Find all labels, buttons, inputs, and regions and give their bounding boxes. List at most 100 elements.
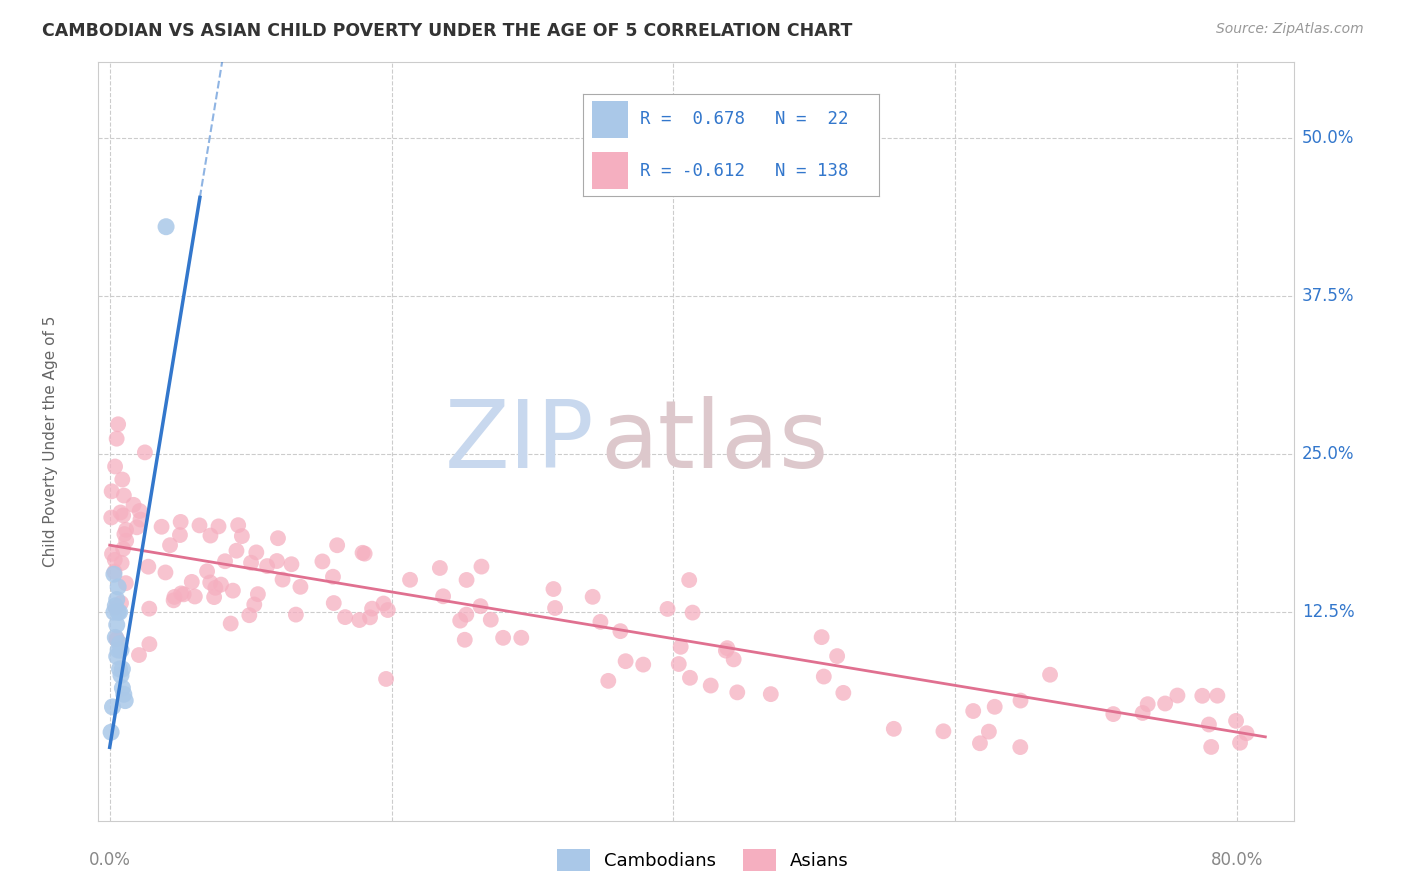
Point: [1191, 689, 1213, 703]
Point: [470, 559, 492, 574]
Point: [114, 693, 136, 707]
Point: [454, 632, 477, 647]
Point: [449, 614, 471, 628]
Point: [105, 592, 128, 607]
Point: [725, 685, 748, 699]
Point: [373, 597, 395, 611]
Point: [631, 657, 654, 672]
Point: [1102, 707, 1125, 722]
Point: [207, 519, 229, 533]
Point: [114, 576, 136, 591]
Point: [284, 607, 307, 622]
Point: [209, 577, 232, 591]
Point: [714, 643, 737, 657]
Point: [456, 573, 478, 587]
Text: 25.0%: 25.0%: [1302, 445, 1354, 463]
Point: [1229, 736, 1251, 750]
Point: [1039, 667, 1062, 681]
Point: [128, 504, 150, 518]
Point: [246, 587, 269, 601]
Point: [377, 603, 399, 617]
Point: [111, 556, 134, 570]
Point: [105, 649, 128, 664]
Point: [353, 547, 375, 561]
Point: [107, 417, 129, 432]
Point: [104, 601, 127, 615]
Text: N = 138: N = 138: [776, 161, 849, 179]
Point: [1136, 697, 1159, 711]
Point: [128, 648, 150, 662]
Point: [243, 598, 266, 612]
Point: [134, 445, 156, 459]
Point: [723, 652, 745, 666]
Point: [240, 556, 263, 570]
Point: [103, 567, 125, 582]
Point: [112, 489, 135, 503]
Point: [200, 528, 222, 542]
Point: [813, 669, 835, 683]
Point: [598, 673, 620, 688]
Bar: [592, 101, 627, 137]
Point: [977, 724, 1000, 739]
Point: [169, 515, 191, 529]
Point: [104, 553, 127, 567]
Point: [105, 632, 128, 647]
Point: [429, 561, 451, 575]
Text: 50.0%: 50.0%: [1302, 129, 1354, 147]
Point: [101, 547, 124, 561]
Point: [322, 596, 344, 610]
Point: [200, 575, 222, 590]
Legend: Cambodians, Asians: Cambodians, Asians: [550, 842, 856, 879]
Point: [969, 736, 991, 750]
Point: [138, 637, 160, 651]
Text: 37.5%: 37.5%: [1302, 287, 1354, 305]
Point: [1199, 739, 1222, 754]
Point: [111, 473, 134, 487]
Point: [1010, 693, 1032, 707]
Point: [188, 518, 211, 533]
Point: [214, 554, 236, 568]
Point: [108, 637, 131, 651]
Point: [810, 630, 832, 644]
Point: [122, 498, 145, 512]
Point: [333, 610, 356, 624]
Text: atlas: atlas: [600, 395, 828, 488]
Text: Source: ZipAtlas.com: Source: ZipAtlas.com: [1216, 22, 1364, 37]
Point: [107, 643, 129, 657]
Point: [101, 699, 124, 714]
Point: [349, 613, 371, 627]
Point: [1225, 714, 1247, 728]
Point: [668, 657, 690, 671]
Point: [245, 545, 267, 559]
Point: [103, 605, 125, 619]
Point: [290, 580, 312, 594]
Point: [1236, 726, 1258, 740]
Text: N =  22: N = 22: [776, 111, 849, 128]
Point: [1206, 689, 1229, 703]
Point: [108, 662, 131, 676]
Point: [112, 508, 135, 523]
Point: [582, 590, 605, 604]
Point: [169, 528, 191, 542]
Point: [180, 574, 202, 589]
Point: [204, 581, 226, 595]
Point: [456, 607, 478, 622]
Point: [1132, 706, 1154, 720]
Point: [267, 531, 290, 545]
Point: [883, 722, 905, 736]
Point: [104, 599, 127, 613]
Point: [107, 605, 129, 619]
Point: [162, 593, 184, 607]
Point: [112, 527, 135, 541]
Text: R = -0.612: R = -0.612: [640, 161, 745, 179]
Point: [219, 616, 242, 631]
Point: [155, 566, 177, 580]
Text: ZIP: ZIP: [444, 395, 595, 488]
Point: [311, 554, 333, 568]
Point: [832, 686, 855, 700]
Point: [111, 662, 134, 676]
Point: [155, 219, 177, 234]
Point: [100, 725, 122, 739]
Point: [280, 558, 302, 572]
Point: [163, 590, 186, 604]
